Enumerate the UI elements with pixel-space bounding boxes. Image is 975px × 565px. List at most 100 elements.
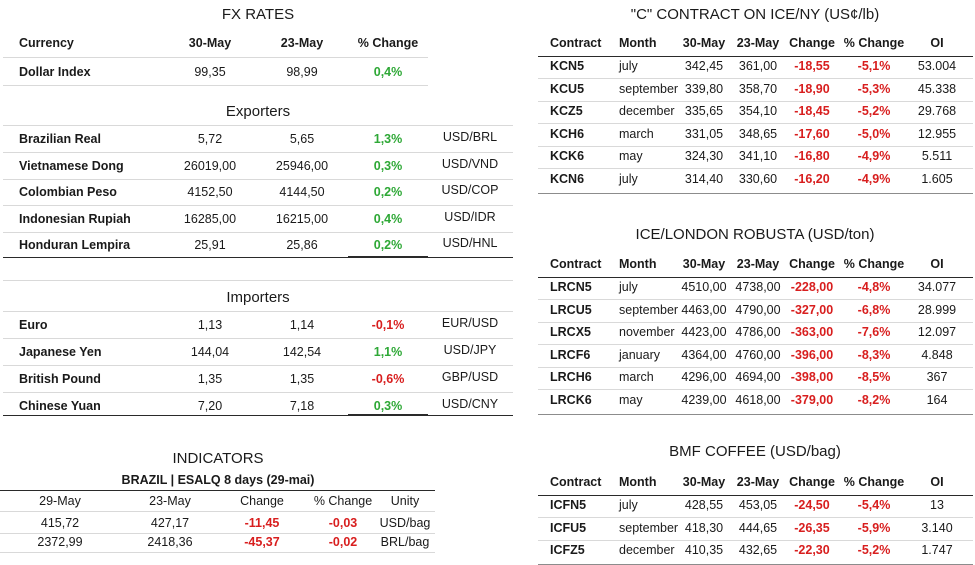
ice_ny-value-23may: 358,70 (738, 81, 778, 96)
bmf-month: september (619, 520, 679, 535)
fx-rates-title: FX RATES (221, 6, 295, 23)
importers-value-23may: 1,14 (289, 318, 315, 332)
fx-header-date1: 30-May (188, 36, 232, 50)
importers-value-23may: 1,35 (289, 372, 315, 386)
indicator-value-23may: 2418,36 (147, 535, 193, 549)
importers-currency-name: British Pound (19, 372, 101, 386)
dollar-index-name: Dollar Index (19, 65, 91, 79)
bmf-header-date1: 30-May (682, 475, 726, 489)
robusta-change: -396,00 (790, 347, 834, 362)
robusta-contract-code: LRCF6 (550, 347, 591, 362)
fx-header-pct: % Change (357, 36, 419, 50)
robusta-month: september (619, 302, 679, 317)
importers-currency-name: Japanese Yen (19, 345, 102, 359)
bmf-title: BMF COFFEE (USD/bag) (669, 443, 841, 460)
ice_ny-row-divider (538, 123, 973, 124)
indicator-pct-change: -0,03 (328, 516, 358, 530)
dollar-index-chg: 0,4% (373, 65, 403, 79)
ice_ny-pct-change: -4,9% (857, 171, 891, 186)
bmf-header-date2: 23-May (736, 475, 780, 489)
exporters-currency-pair: USD/COP (441, 183, 499, 197)
ice_ny-value-23may: 354,10 (738, 104, 778, 118)
ice_ny-row-divider (538, 145, 973, 147)
robusta-pct-change: -8,5% (857, 370, 891, 385)
robusta-month: january (619, 347, 660, 362)
ice_ny-value-30may: 335,65 (684, 104, 724, 118)
bmf-contract-code: ICFU5 (550, 520, 587, 535)
ice_ny-open-interest: 1.605 (921, 171, 953, 186)
dollar-index-v2: 98,99 (286, 65, 318, 79)
bmf-value-30may: 410,35 (684, 543, 724, 557)
ice_ny-month: september (619, 81, 679, 96)
indicator-change: -11,45 (244, 516, 280, 530)
exporters-pct-change: 0,2% (373, 185, 403, 199)
exporters-currency-name: Honduran Lempira (19, 238, 131, 252)
robusta-open-interest: 28.999 (917, 302, 957, 317)
ice_ny-row-divider (538, 100, 973, 102)
indicator-value-29may: 415,72 (40, 516, 80, 530)
robusta-contract-code: LRCX5 (550, 325, 591, 340)
importers-row-divider (3, 338, 513, 339)
exporters-currency-pair: USD/HNL (442, 236, 498, 250)
ice_ny-change: -18,45 (794, 104, 830, 118)
robusta-month: july (619, 280, 638, 294)
robusta-value-23may: 4618,00 (735, 393, 781, 407)
exporters-value-23may: 16215,00 (275, 211, 329, 226)
exporters-value-30may: 16285,00 (183, 211, 237, 226)
robusta-month: march (619, 370, 654, 385)
ice_ny-value-30may: 339,80 (684, 81, 724, 96)
ice_ny-pct-change: -5,2% (857, 104, 891, 118)
indicators-header-border (0, 490, 435, 491)
robusta-header-date2: 23-May (736, 257, 780, 271)
importers-pct-change: 0,3% (373, 399, 403, 413)
bmf-header-contract: Contract (550, 475, 602, 489)
robusta-header-change: Change (789, 257, 835, 271)
bmf-value-30may: 418,30 (684, 520, 724, 535)
bmf-open-interest: 3.140 (921, 520, 953, 535)
ice_ny-row-divider (538, 78, 973, 79)
robusta-header-pct: % Change (843, 257, 905, 271)
ice_ny-open-interest: 5.511 (921, 149, 953, 163)
importers-currency-pair: EUR/USD (441, 316, 499, 330)
bmf-value-23may: 444,65 (738, 520, 778, 535)
indicators-header-cell: Change (240, 494, 284, 508)
robusta-open-interest: 12.097 (917, 325, 957, 340)
ice_ny-contract-code: KCU5 (550, 81, 585, 96)
ice_ny-header-date1: 30-May (682, 36, 726, 50)
exporters-value-23may: 25946,00 (275, 158, 329, 173)
ice_ny-month: may (619, 149, 643, 163)
ice_ny-header-contract: Contract (550, 36, 602, 50)
robusta-value-30may: 4239,00 (681, 393, 727, 407)
ice_ny-value-30may: 342,45 (684, 59, 724, 73)
ice_ny-pct-change: -5,3% (857, 81, 891, 96)
robusta-header-contract: Contract (550, 257, 602, 271)
ice_ny-month: july (619, 59, 638, 73)
robusta-row-divider (538, 321, 973, 323)
ice_ny-value-23may: 330,60 (738, 171, 778, 186)
ice_ny-value-23may: 348,65 (738, 126, 778, 141)
bmf-value-23may: 453,05 (738, 498, 778, 512)
importers-title: Importers (226, 289, 290, 306)
ice_ny-pct-change: -4,9% (857, 149, 891, 163)
robusta-value-30may: 4463,00 (681, 302, 727, 317)
importers-bottom-accent (348, 414, 428, 415)
indicator-value-29may: 2372,99 (37, 535, 83, 549)
bmf-contract-code: ICFZ5 (550, 543, 585, 557)
fx-header-divider (3, 57, 428, 58)
bmf-change: -22,30 (794, 543, 830, 557)
bmf-open-interest: 1.747 (921, 543, 953, 557)
ice_ny-open-interest: 12.955 (917, 126, 957, 141)
robusta-pct-change: -6,8% (857, 302, 891, 317)
bmf-month: december (619, 543, 675, 557)
robusta-value-23may: 4786,00 (735, 325, 781, 340)
importers-top-divider (3, 280, 513, 281)
ice_ny-header-border (538, 56, 973, 57)
importers-currency-pair: GBP/USD (441, 370, 499, 384)
importers-currency-pair: USD/JPY (443, 343, 497, 357)
exporters-value-30may: 25,91 (194, 238, 226, 252)
bmf-open-interest: 13 (930, 498, 944, 512)
robusta-change: -379,00 (790, 393, 834, 407)
robusta-contract-code: LRCN5 (550, 280, 592, 294)
bmf-header-pct: % Change (843, 475, 905, 489)
indicator-change: -45,37 (244, 535, 280, 549)
